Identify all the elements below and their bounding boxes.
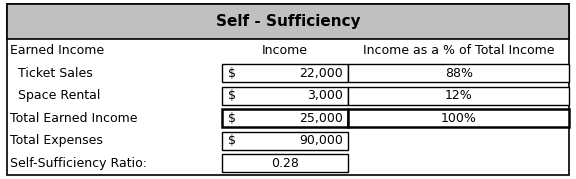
Text: 22,000: 22,000	[299, 67, 343, 80]
Text: Ticket Sales: Ticket Sales	[10, 67, 93, 80]
Text: Earned Income: Earned Income	[10, 44, 104, 57]
Text: 12%: 12%	[445, 89, 473, 102]
Text: 100%: 100%	[441, 112, 477, 125]
Text: $: $	[228, 89, 236, 102]
FancyBboxPatch shape	[7, 4, 569, 175]
Text: $: $	[228, 112, 236, 125]
Text: 3,000: 3,000	[307, 89, 343, 102]
Text: Self-Sufficiency Ratio:: Self-Sufficiency Ratio:	[10, 157, 147, 170]
Text: 90,000: 90,000	[299, 134, 343, 147]
Text: Income as a % of Total Income: Income as a % of Total Income	[363, 44, 555, 57]
Text: Income: Income	[262, 44, 308, 57]
Text: Total Earned Income: Total Earned Income	[10, 112, 138, 125]
FancyBboxPatch shape	[348, 64, 569, 82]
FancyBboxPatch shape	[222, 132, 348, 150]
FancyBboxPatch shape	[222, 87, 348, 105]
Text: $: $	[228, 67, 236, 80]
FancyBboxPatch shape	[348, 109, 569, 127]
Text: Total Expenses: Total Expenses	[10, 134, 103, 147]
FancyBboxPatch shape	[222, 154, 348, 172]
Text: $: $	[228, 134, 236, 147]
Text: 25,000: 25,000	[299, 112, 343, 125]
FancyBboxPatch shape	[348, 87, 569, 105]
FancyBboxPatch shape	[222, 64, 348, 82]
Text: 88%: 88%	[445, 67, 473, 80]
FancyBboxPatch shape	[222, 109, 348, 127]
Text: Space Rental: Space Rental	[10, 89, 101, 102]
Text: Self - Sufficiency: Self - Sufficiency	[215, 14, 361, 29]
FancyBboxPatch shape	[7, 4, 569, 39]
Text: 0.28: 0.28	[271, 157, 299, 170]
